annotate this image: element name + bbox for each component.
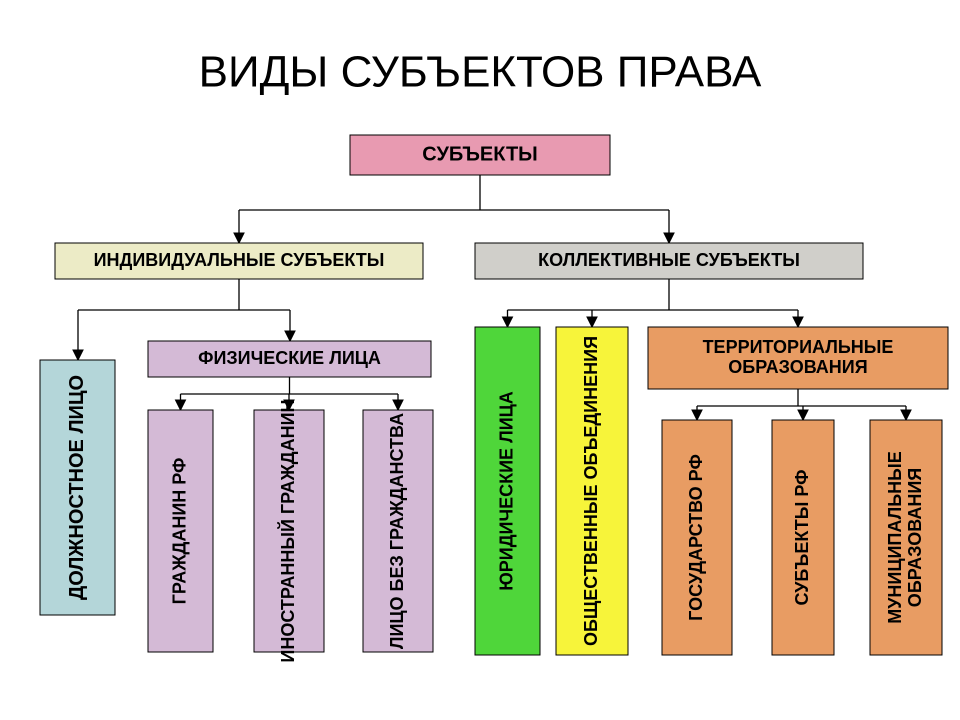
node-label-foreign: ИНОСТРАННЫЙ ГРАЖДАНИН <box>277 399 298 662</box>
node-label-individual: ИНДИВИДУАЛЬНЫЕ СУБЪЕКТЫ <box>94 250 385 270</box>
node-label-official: ДОЛЖНОСТНОЕ ЛИЦО <box>66 375 88 600</box>
node-label-public_assoc: ОБЩЕСТВЕННЫЕ ОБЪЕДИНЕНИЯ <box>581 336 601 646</box>
node-foreign: ИНОСТРАННЫЙ ГРАЖДАНИН <box>254 399 324 662</box>
node-label-collective: КОЛЛЕКТИВНЫЕ СУБЪЕКТЫ <box>538 250 800 270</box>
node-label-subjects: СУБЪЕКТЫ <box>422 143 537 165</box>
node-citizen_rf: ГРАЖДАНИН РФ <box>148 410 213 652</box>
node-label-subjects_rf: СУБЪЕКТЫ РФ <box>792 469 812 605</box>
node-subjects_rf: СУБЪЕКТЫ РФ <box>772 420 834 655</box>
nodes: СУБЪЕКТЫ ИНДИВИДУАЛЬНЫЕ СУБЪЕКТЫ КОЛЛЕКТИВ… <box>40 135 948 663</box>
node-label-municipal: МУНИЦИПАЛЬНЫЕОБРАЗОВАНИЯ <box>885 451 925 624</box>
node-legal: ЮРИДИЧЕСКИЕ ЛИЦА <box>475 327 540 655</box>
node-label-legal: ЮРИДИЧЕСКИЕ ЛИЦА <box>496 391 516 591</box>
node-official: ДОЛЖНОСТНОЕ ЛИЦО <box>40 360 115 615</box>
node-public_assoc: ОБЩЕСТВЕННЫЕ ОБЪЕДИНЕНИЯ <box>556 327 628 655</box>
node-label-phys: ФИЗИЧЕСКИЕ ЛИЦА <box>198 348 381 368</box>
node-label-stateless: ЛИЦО БЕЗ ГРАЖДАНСТВА <box>387 413 407 649</box>
node-territorial: ТЕРРИТОРИАЛЬНЫЕОБРАЗОВАНИЯ <box>648 327 948 389</box>
node-individual: ИНДИВИДУАЛЬНЫЕ СУБЪЕКТЫ <box>55 243 423 279</box>
node-stateless: ЛИЦО БЕЗ ГРАЖДАНСТВА <box>363 410 433 652</box>
diagram-title: ВИДЫ СУБЪЕКТОВ ПРАВА <box>199 48 762 97</box>
node-collective: КОЛЛЕКТИВНЫЕ СУБЪЕКТЫ <box>475 243 863 279</box>
node-label-state_rf: ГОСУДАРСТВО РФ <box>686 454 706 621</box>
node-subjects: СУБЪЕКТЫ <box>350 135 610 175</box>
node-municipal: МУНИЦИПАЛЬНЫЕОБРАЗОВАНИЯ <box>870 420 942 655</box>
node-phys: ФИЗИЧЕСКИЕ ЛИЦА <box>148 341 431 377</box>
node-label-territorial: ТЕРРИТОРИАЛЬНЫЕОБРАЗОВАНИЯ <box>703 337 894 377</box>
diagram-canvas: ВИДЫ СУБЪЕКТОВ ПРАВА СУБЪЕКТЫ ИНДИВИДУАЛЬН… <box>0 0 960 720</box>
node-state_rf: ГОСУДАРСТВО РФ <box>662 420 732 655</box>
node-label-citizen_rf: ГРАЖДАНИН РФ <box>169 458 189 605</box>
